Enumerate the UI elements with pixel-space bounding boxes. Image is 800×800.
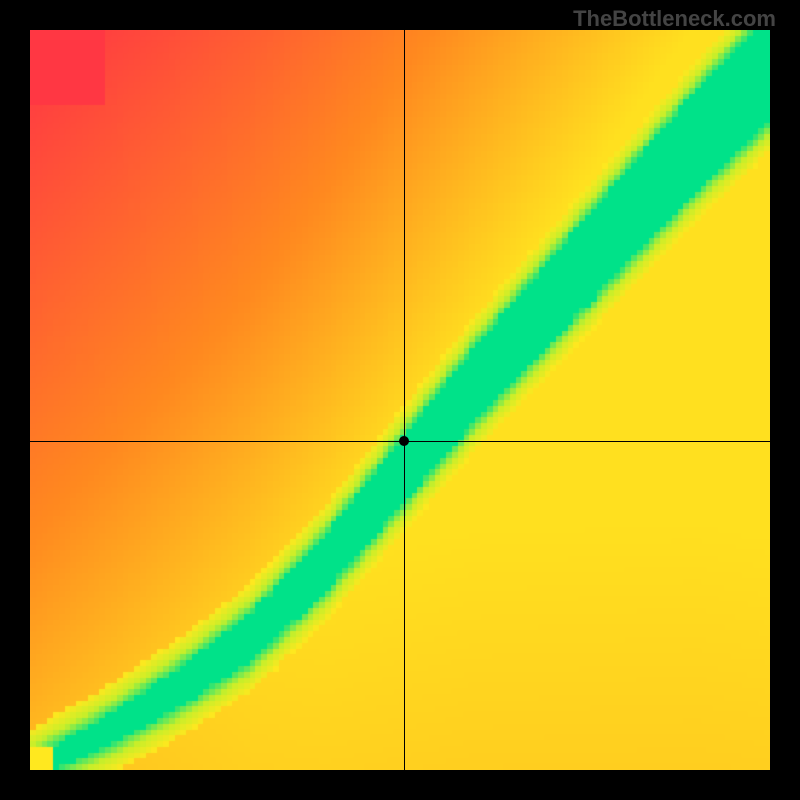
plot-area xyxy=(30,30,770,770)
heatmap-canvas xyxy=(30,30,770,770)
watermark-text: TheBottleneck.com xyxy=(573,6,776,32)
crosshair-vertical xyxy=(404,30,405,770)
crosshair-marker xyxy=(399,436,409,446)
chart-container: TheBottleneck.com xyxy=(0,0,800,800)
